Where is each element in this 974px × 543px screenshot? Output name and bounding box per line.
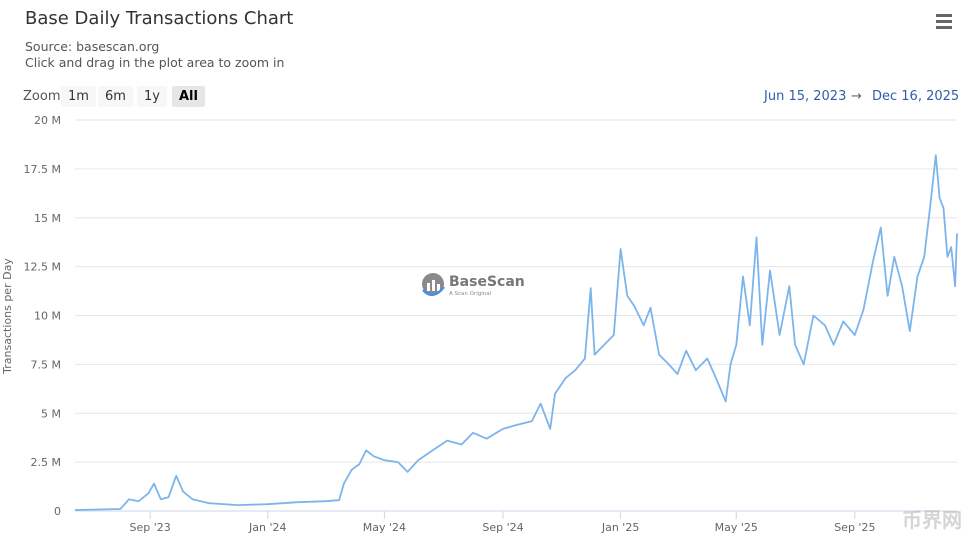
x-tick-label: Jan '25 — [601, 521, 639, 534]
x-tick-label: Sep '23 — [130, 521, 171, 534]
chart-hint: Click and drag in the plot area to zoom … — [25, 55, 285, 70]
x-tick-label: Jan '24 — [248, 521, 286, 534]
y-tick-label: 20 M — [34, 114, 61, 127]
chart-title: Base Daily Transactions Chart — [25, 8, 294, 29]
zoom-label: Zoom — [23, 89, 61, 104]
y-axis-title: Transactions per Day — [1, 258, 14, 375]
zoom-all-button[interactable]: All — [172, 86, 205, 107]
range-from[interactable]: Jun 15, 2023 — [764, 89, 847, 104]
y-tick-label: 2.5 M — [31, 456, 61, 469]
watermark-logo: BaseScan — [449, 274, 525, 290]
x-tick-label: May '24 — [363, 521, 406, 534]
hamburger-menu-icon[interactable] — [936, 14, 952, 32]
y-tick-label: 7.5 M — [31, 358, 61, 371]
corner-watermark: 币界网 — [902, 508, 962, 532]
y-tick-label: 10 M — [34, 310, 61, 323]
series-line[interactable] — [74, 154, 958, 511]
range-arrow: → — [851, 89, 862, 104]
zoom-6m-button[interactable]: 6m — [98, 86, 133, 107]
x-tick-label: May '25 — [715, 521, 758, 534]
x-tick-label: Sep '24 — [482, 521, 523, 534]
y-tick-label: 5 M — [41, 407, 61, 420]
y-tick-label: 12.5 M — [24, 261, 61, 274]
zoom-1y-button[interactable]: 1y — [137, 86, 167, 107]
y-tick-label: 0 — [54, 505, 61, 518]
x-tick-label: Sep '25 — [834, 521, 875, 534]
zoom-1m-button[interactable]: 1m — [61, 86, 96, 107]
y-tick-label: 17.5 M — [24, 163, 61, 176]
watermark-tagline: A Scan Original — [449, 291, 492, 297]
basescan-watermark: BaseScan A Scan Original — [422, 273, 525, 297]
chart-source: Source: basescan.org — [25, 39, 160, 54]
y-tick-label: 15 M — [34, 212, 61, 225]
range-to[interactable]: Dec 16, 2025 — [872, 89, 960, 104]
